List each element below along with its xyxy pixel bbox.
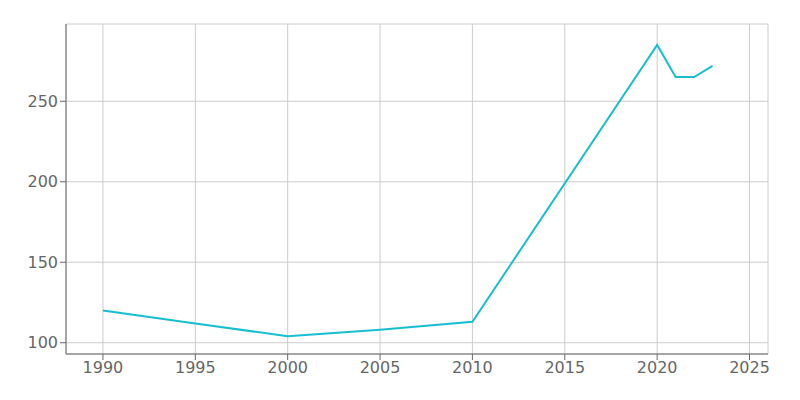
- svg-text:1990: 1990: [83, 358, 124, 377]
- svg-text:2000: 2000: [267, 358, 308, 377]
- svg-text:200: 200: [27, 172, 58, 191]
- svg-text:2010: 2010: [452, 358, 493, 377]
- svg-text:2005: 2005: [360, 358, 401, 377]
- svg-text:2025: 2025: [729, 358, 770, 377]
- svg-text:100: 100: [27, 333, 58, 352]
- svg-text:2015: 2015: [544, 358, 585, 377]
- svg-text:2020: 2020: [637, 358, 678, 377]
- svg-text:1995: 1995: [175, 358, 216, 377]
- svg-text:250: 250: [27, 92, 58, 111]
- svg-text:150: 150: [27, 253, 58, 272]
